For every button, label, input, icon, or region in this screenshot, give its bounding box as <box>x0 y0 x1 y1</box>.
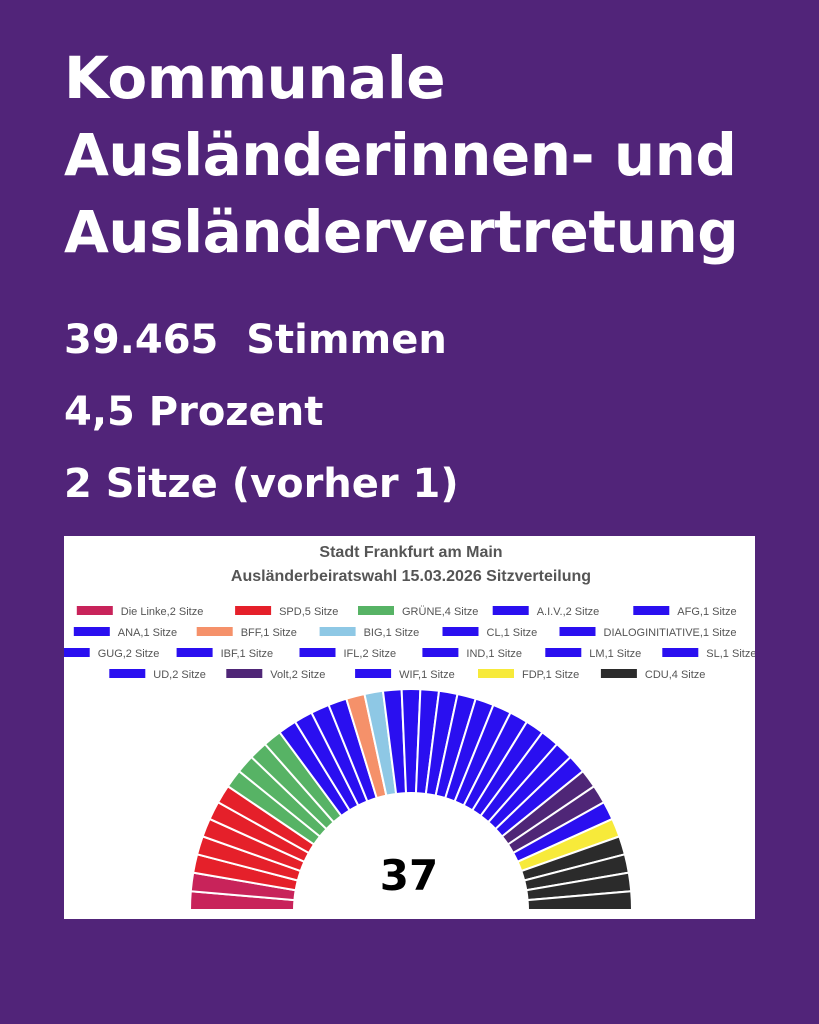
legend-swatch <box>600 669 637 678</box>
chart-legend: Die Linke,2 Sitze SPD,5 Sitze GRÜNE,4 Sitz… <box>64 606 755 681</box>
legend-swatch <box>633 606 670 615</box>
legend-label: LM,1 Sitze <box>589 648 641 660</box>
legend-swatch <box>73 627 110 636</box>
legend-item[interactable]: SPD,5 Sitze <box>235 606 338 618</box>
legend-swatch <box>109 669 146 678</box>
legend-swatch <box>319 627 356 636</box>
legend-label: FDP,1 Sitze <box>522 669 579 681</box>
legend-label: CL,1 Sitze <box>487 627 538 639</box>
legend-item[interactable]: Die Linke,2 Sitze <box>76 606 204 618</box>
legend-item[interactable]: A.I.V.,2 Sitze <box>492 606 600 618</box>
legend-label: WIF,1 Sitze <box>399 669 455 681</box>
legend-label: BFF,1 Sitze <box>241 627 297 639</box>
legend-swatch <box>492 606 529 615</box>
legend-item[interactable]: GRÜNE,4 Sitze <box>358 606 478 618</box>
legend-item[interactable]: ANA,1 Sitze <box>73 627 177 639</box>
legend-item[interactable]: AFG,1 Sitze <box>633 606 737 618</box>
legend-label: IFL,2 Sitze <box>344 648 397 660</box>
legend-label: IBF,1 Sitze <box>221 648 274 660</box>
legend-swatch <box>299 648 336 657</box>
legend-swatch <box>76 606 113 615</box>
legend-item[interactable]: IBF,1 Sitze <box>176 648 274 660</box>
legend-swatch <box>442 627 479 636</box>
legend-swatch <box>662 648 699 657</box>
legend-item[interactable]: LM,1 Sitze <box>545 648 641 660</box>
legend-item[interactable]: GUG,2 Sitze <box>64 648 159 660</box>
legend-item[interactable]: SL,1 Sitze <box>662 648 755 660</box>
legend-label: Die Linke,2 Sitze <box>121 606 204 618</box>
legend-label: Volt,2 Sitze <box>270 669 325 681</box>
votes-stat: 39.465 Stimmen <box>64 317 447 363</box>
chart-svg: Stadt Frankfurt am Main Ausländerbeirats… <box>64 544 755 911</box>
legend-label: DIALOGINITIATIVE,1 Sitze <box>604 627 737 639</box>
legend-item[interactable]: Volt,2 Sitze <box>226 669 325 681</box>
legend-item[interactable]: BFF,1 Sitze <box>196 627 297 639</box>
legend-label: IND,1 Sitze <box>466 648 522 660</box>
legend-label: CDU,4 Sitze <box>645 669 706 681</box>
headline-line-2: Ausländerinnen- und <box>64 121 737 189</box>
legend-swatch <box>64 648 90 657</box>
seat-distribution-chart: Stadt Frankfurt am Main Ausländerbeirats… <box>64 536 755 919</box>
legend-item[interactable]: UD,2 Sitze <box>109 669 206 681</box>
legend-item[interactable]: IFL,2 Sitze <box>299 648 397 660</box>
legend-item[interactable]: BIG,1 Sitze <box>319 627 420 639</box>
headline: Kommunale Ausländerinnen- und Ausländerv… <box>64 40 804 271</box>
legend-label: AFG,1 Sitze <box>677 606 736 618</box>
legend-label: ANA,1 Sitze <box>118 627 177 639</box>
seat-cdu[interactable] <box>526 890 634 911</box>
legend-swatch <box>176 648 213 657</box>
legend-item[interactable]: IND,1 Sitze <box>422 648 522 660</box>
chart-subtitle: Ausländerbeiratswahl 15.03.2026 Sitzvert… <box>231 568 591 585</box>
total-seats-label: 37 <box>380 851 438 900</box>
headline-line-1: Kommunale <box>64 44 446 112</box>
legend-label: UD,2 Sitze <box>153 669 206 681</box>
legend-swatch <box>422 648 459 657</box>
legend-swatch <box>358 606 394 615</box>
legend-swatch <box>478 669 514 678</box>
legend-swatch <box>226 669 263 678</box>
legend-label: GRÜNE,4 Sitze <box>402 606 478 618</box>
legend-swatch <box>355 669 392 678</box>
legend-swatch <box>545 648 582 657</box>
legend-label: SPD,5 Sitze <box>279 606 338 618</box>
chart-title: Stadt Frankfurt am Main <box>319 544 502 561</box>
headline-line-3: Ausländervertretung <box>64 198 739 266</box>
percent-stat: 4,5 Prozent <box>64 389 324 435</box>
legend-swatch <box>235 606 272 615</box>
legend-item[interactable]: FDP,1 Sitze <box>478 669 579 681</box>
legend-label: A.I.V.,2 Sitze <box>537 606 600 618</box>
legend-label: GUG,2 Sitze <box>98 648 160 660</box>
legend-label: SL,1 Sitze <box>706 648 755 660</box>
legend-item[interactable]: CL,1 Sitze <box>442 627 538 639</box>
seat-arc <box>188 688 634 911</box>
legend-item[interactable]: CDU,4 Sitze <box>600 669 706 681</box>
legend-swatch <box>196 627 233 636</box>
legend-item[interactable]: DIALOGINITIATIVE,1 Sitze <box>559 627 737 639</box>
legend-item[interactable]: WIF,1 Sitze <box>355 669 455 681</box>
seats-stat: 2 Sitze (vorher 1) <box>64 461 459 507</box>
legend-label: BIG,1 Sitze <box>364 627 420 639</box>
legend-swatch <box>559 627 596 636</box>
